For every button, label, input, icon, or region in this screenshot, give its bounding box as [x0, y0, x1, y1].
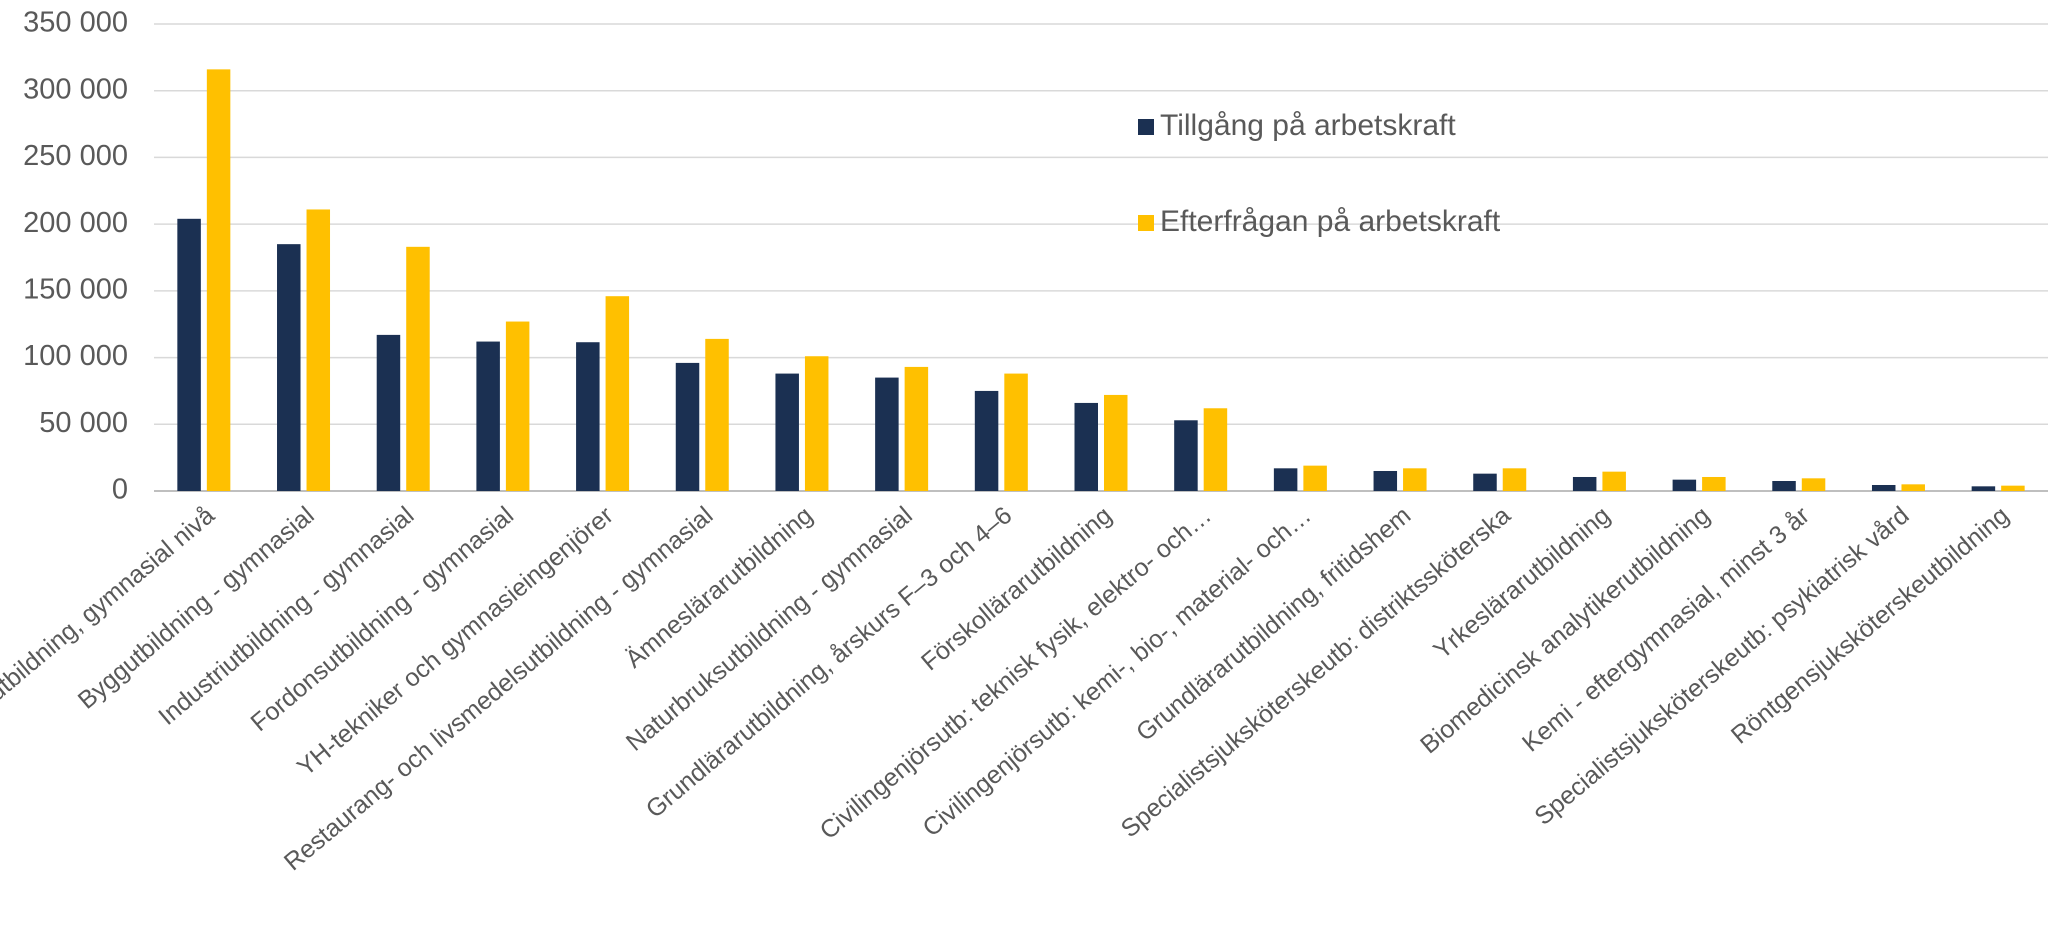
y-tick-label: 100 000	[23, 340, 128, 372]
bar	[675, 362, 700, 491]
bar	[576, 342, 600, 491]
bar	[904, 366, 929, 491]
bar	[406, 246, 430, 491]
bar	[804, 356, 829, 491]
bar	[1203, 408, 1228, 491]
bar	[1004, 373, 1028, 491]
bar	[177, 218, 201, 491]
bar	[2001, 485, 2025, 491]
bar	[1074, 402, 1098, 491]
bar	[476, 341, 500, 491]
bar	[376, 334, 401, 491]
bar	[1572, 476, 1597, 491]
x-tick-label: Specialistsjuksköterskeutb: psykiatrisk …	[1529, 501, 1914, 831]
y-tick-label: 350 000	[23, 7, 128, 39]
bar	[1303, 465, 1327, 491]
x-tick-label: Grundlärarutbildning, årskurs F–3 och 4–…	[641, 501, 1018, 823]
bar	[1174, 420, 1198, 491]
x-tick-label: Yrkeslärarutbildning	[1428, 501, 1615, 664]
bar	[206, 69, 231, 491]
bar	[277, 244, 301, 491]
legend-label: Tillgång på arbetskraft	[1160, 109, 1456, 142]
x-tick-label: Förskollärarutbildning	[916, 501, 1117, 676]
x-tick-label: Ämneslärarutbildning	[620, 501, 818, 673]
bar	[1373, 470, 1398, 491]
bar	[1672, 479, 1697, 491]
legend-swatch	[1138, 215, 1154, 231]
bar	[974, 390, 999, 491]
bar	[1801, 478, 1826, 491]
bar	[1871, 484, 1896, 491]
bar	[1901, 484, 1925, 491]
bar	[605, 296, 630, 491]
bar	[775, 373, 799, 491]
bar	[1403, 468, 1427, 491]
bar	[505, 321, 530, 491]
bar	[306, 209, 331, 492]
y-tick-label: 250 000	[23, 140, 128, 172]
legend-swatch	[1138, 119, 1154, 135]
y-tick-label: 300 000	[23, 73, 128, 105]
y-tick-label: 200 000	[23, 207, 128, 239]
bar	[1273, 468, 1298, 491]
bar	[1602, 471, 1626, 491]
y-tick-label: 50 000	[39, 407, 128, 439]
y-tick-label: 0	[112, 474, 128, 506]
bar	[1702, 476, 1726, 491]
bar	[1971, 486, 1996, 491]
y-tick-label: 150 000	[23, 274, 128, 306]
bar	[1502, 468, 1527, 491]
bar	[1104, 394, 1128, 491]
bar	[705, 338, 729, 491]
legend-label: Efterfrågan på arbetskraft	[1160, 205, 1501, 238]
bar	[875, 377, 899, 491]
bar	[1772, 480, 1796, 491]
bar	[1473, 473, 1497, 491]
